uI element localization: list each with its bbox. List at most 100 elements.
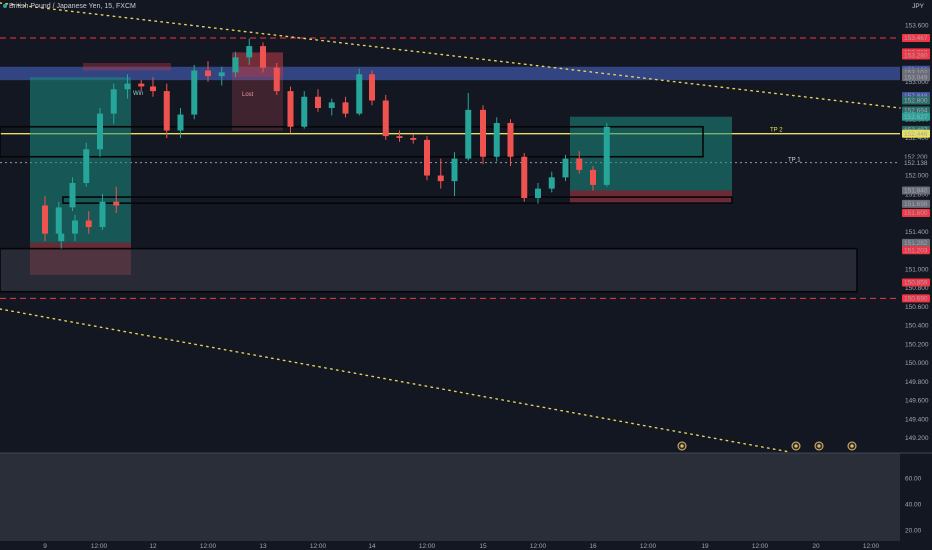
price-tag-bg-17 (902, 238, 930, 247)
market-status-icon (3, 4, 7, 9)
price-tick-20: 149.200 (905, 435, 929, 442)
candle-body-23 (287, 91, 294, 127)
outlined-zone-0 (0, 125, 704, 158)
price-tag-19: 150.859 (904, 280, 928, 287)
price-tag-bg-11 (902, 129, 930, 138)
candle-body-22 (273, 67, 280, 92)
price-tick-18: 149.600 (905, 398, 929, 405)
candle-body-28 (356, 74, 363, 114)
candle-body-3 (99, 201, 106, 228)
trendline-1 (0, 308, 791, 453)
event-icon-dot-1 (794, 444, 798, 448)
candle-body-45 (590, 169, 596, 185)
price-tag-bg-20 (902, 294, 930, 303)
win-label: Win (133, 91, 143, 97)
candle-body-7 (69, 183, 76, 208)
time-tick-0: 9 (43, 543, 47, 550)
price-tag-14: 151.840 (904, 188, 928, 195)
candle-body-33 (424, 139, 430, 176)
price-tag-bg-9 (902, 112, 930, 121)
price-tick-11: 151.000 (905, 266, 929, 273)
event-icon-dot-0 (680, 444, 684, 448)
price-tag-13: 152.138 (904, 160, 928, 167)
lost-label: Lost (242, 92, 254, 98)
price-tag-16: 151.600 (904, 210, 928, 217)
candle-body-5 (42, 205, 48, 234)
candle-body-15 (177, 114, 184, 131)
price-tag-8: 152.694 (904, 108, 928, 115)
price-tag-bg-15 (902, 199, 930, 208)
price-tick-17: 149.800 (905, 379, 929, 386)
candle-body-13 (150, 86, 156, 92)
price-tick-4: 152.400 (905, 135, 929, 142)
candle-body-43 (562, 158, 569, 178)
price-tag-bg-7 (902, 96, 930, 105)
candle-body-9 (97, 113, 103, 150)
candle-body-41 (535, 188, 541, 198)
time-tick-14: 20 (812, 543, 820, 550)
price-tag-9: 152.627 (904, 114, 928, 121)
price-tag-bg-8 (902, 106, 930, 115)
price-tick-14: 150.400 (905, 323, 929, 330)
price-tag-7: 152.800 (904, 98, 928, 105)
time-tick-4: 13 (259, 543, 267, 550)
price-tag-15: 151.698 (904, 201, 928, 208)
chart-header: British Pound / Japanese Yen, 15, FXCM (3, 3, 136, 10)
candle-body-17 (205, 70, 211, 77)
candle-body-42 (548, 177, 555, 189)
candle-body-35 (451, 158, 458, 182)
candles (42, 38, 610, 249)
price-tag-2: 153.280 (904, 53, 928, 60)
candle-body-40 (521, 156, 528, 198)
currency-label[interactable]: JPY (912, 3, 924, 10)
time-tick-15: 12:00 (863, 543, 880, 550)
candle-body-26 (328, 102, 335, 108)
price-tag-bg-16 (902, 209, 930, 217)
price-tick-1: 153.000 (905, 79, 929, 86)
symbol-title: British Pound / Japanese Yen, 15, FXCM (9, 3, 136, 10)
price-tag-5: 153.049 (904, 74, 928, 81)
trendline-0 (0, 2, 901, 109)
price-tag-bg-2 (902, 51, 930, 60)
candle-body-18 (218, 72, 225, 77)
candle-body-27 (342, 102, 349, 114)
candle-body-2 (85, 220, 92, 228)
price-tag-18: 151.203 (904, 247, 928, 254)
candle-body-46 (603, 126, 610, 185)
outlined-zone-2 (0, 247, 858, 293)
price-tick-15: 150.200 (905, 341, 929, 348)
candle-body-39 (507, 123, 514, 157)
candle-body-20 (246, 46, 253, 58)
time-tick-3: 12:00 (200, 543, 217, 550)
candle-body-32 (410, 138, 417, 140)
candle-body-4 (113, 201, 120, 206)
time-tick-12: 19 (701, 543, 709, 550)
time-tick-6: 14 (368, 543, 376, 550)
candle-body-6 (55, 207, 62, 234)
candle-body-14 (163, 91, 170, 131)
candle-body-36 (465, 109, 472, 159)
price-tag-20: 150.690 (904, 296, 928, 303)
price-tick-9: 151.400 (905, 229, 929, 236)
candle-body-21 (260, 46, 266, 68)
candle-body-25 (315, 96, 321, 108)
tp1-label: TP 1 (788, 158, 801, 164)
event-icon-dot-2 (817, 444, 821, 448)
supply-zone (0, 66, 900, 81)
price-tag-bg-0 (902, 33, 930, 42)
candle-body-1 (72, 220, 78, 234)
price-tick-12: 150.800 (905, 285, 929, 292)
candle-body-16 (191, 70, 198, 115)
price-tick-6: 152.000 (905, 173, 929, 180)
price-tag-4: 153.102 (904, 69, 928, 76)
price-tag-bg-19 (902, 278, 930, 287)
indicator-tick-2: 20.00 (905, 528, 922, 535)
candle-body-31 (396, 136, 403, 138)
candle-body-37 (480, 109, 486, 157)
candle-body-29 (369, 74, 375, 101)
indicator-tick-1: 40.00 (905, 502, 922, 509)
time-tick-1: 12:00 (91, 543, 108, 550)
outlined-zone-1 (62, 196, 733, 204)
